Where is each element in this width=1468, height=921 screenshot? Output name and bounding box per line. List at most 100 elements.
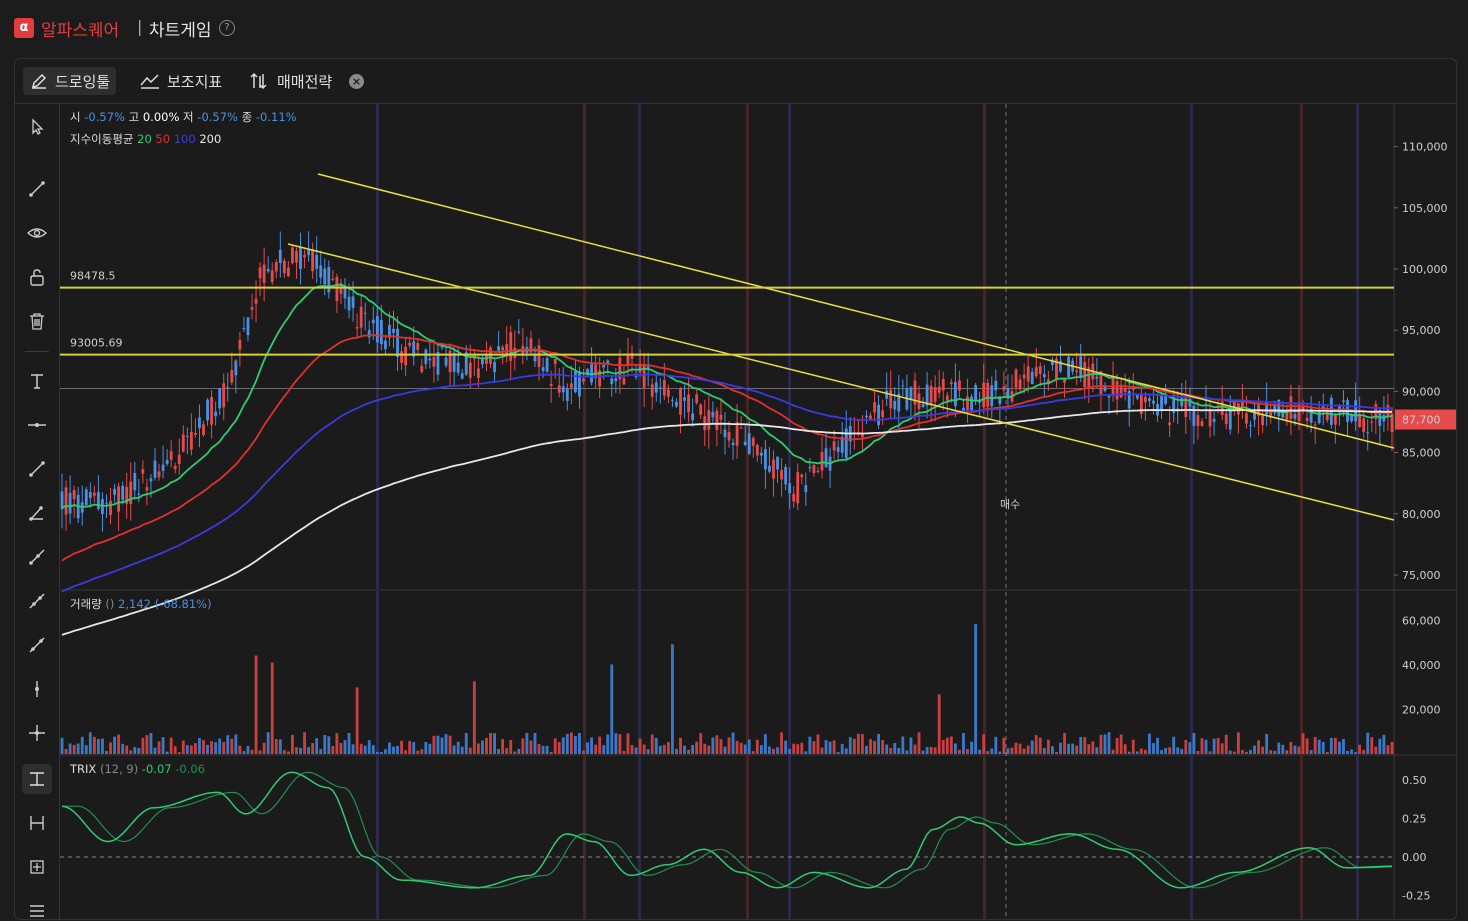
candle-body <box>792 493 796 502</box>
volume-tick-label: 40,000 <box>1402 659 1441 672</box>
candle-body <box>1099 371 1103 395</box>
horizontal-line-button[interactable] <box>22 410 52 440</box>
candle-body <box>1083 362 1087 387</box>
volume-bar <box>262 742 266 754</box>
volume-bar <box>384 749 387 754</box>
candle-body <box>1273 405 1277 414</box>
volume-bar <box>913 744 917 754</box>
volume-bar <box>909 737 913 754</box>
volume-bar <box>1143 749 1147 754</box>
volume-bar <box>72 744 76 754</box>
candle-body <box>254 298 258 304</box>
parallel-line-button[interactable] <box>22 630 52 660</box>
volume-bar <box>832 740 836 754</box>
candle-body <box>481 359 484 365</box>
volume-bar <box>88 732 92 754</box>
volume-bar <box>1354 752 1358 754</box>
drawing-tool-button[interactable]: 드로잉툴 <box>23 67 117 95</box>
volume-bar <box>1168 747 1172 754</box>
candle-body <box>428 358 432 361</box>
volume-bar <box>1123 744 1127 754</box>
volume-bar <box>420 749 424 754</box>
close-strategy-icon[interactable]: × <box>349 74 364 89</box>
brand-name[interactable]: 알파스퀘어 <box>41 21 120 41</box>
volume-bar <box>1083 737 1087 754</box>
price-range-button[interactable] <box>22 764 52 794</box>
candle-body <box>1362 418 1366 432</box>
angle-tool-button[interactable] <box>22 498 52 528</box>
candle-body <box>311 249 315 272</box>
date-range-icon <box>30 816 44 830</box>
volume-bar <box>517 748 521 754</box>
volume-bar <box>121 743 125 754</box>
volume-bar <box>1026 745 1030 754</box>
candle-body <box>929 386 933 405</box>
volume-bar <box>804 751 808 754</box>
candle-body <box>1390 413 1394 432</box>
strategy-button[interactable]: 매매전략 <box>243 67 338 95</box>
strategy-label: 매매전략 <box>277 72 333 91</box>
candle-body <box>173 465 177 470</box>
page-title: 차트게임 <box>149 21 212 41</box>
candle-body <box>303 254 306 258</box>
text-tool-button[interactable] <box>22 366 52 396</box>
candle-body <box>125 486 129 504</box>
segment-tool-button[interactable] <box>22 454 52 484</box>
measure-button[interactable] <box>22 852 52 882</box>
more-tools-button[interactable] <box>22 896 52 919</box>
candle-body <box>1277 399 1281 417</box>
volume-bar <box>291 734 294 754</box>
volume-bar <box>569 732 573 754</box>
candle-body <box>671 399 674 401</box>
volume-bar <box>113 736 116 754</box>
candle-body <box>723 429 727 438</box>
volume-bar <box>759 745 763 754</box>
volume-bar <box>1034 735 1038 754</box>
volume-bar <box>1240 749 1244 754</box>
volume-bar <box>1059 742 1062 754</box>
volume-bar <box>646 749 650 754</box>
chart-area[interactable]: 98478.5 93005.69 매수 110,000 105,000 100,000 95… <box>60 104 1456 919</box>
lock-button[interactable] <box>22 262 52 292</box>
ema-100-line <box>61 373 1393 593</box>
volume-bar <box>230 738 234 754</box>
candle-body <box>420 365 424 373</box>
volume-bar <box>460 746 464 754</box>
help-icon[interactable]: ? <box>219 20 235 36</box>
delete-button[interactable] <box>22 306 52 336</box>
volume-bar <box>323 735 327 754</box>
volume-bar <box>319 749 323 754</box>
crosshair-button[interactable] <box>22 718 52 748</box>
cursor-tool-button[interactable] <box>22 112 52 142</box>
price-tick-label: 80,000 <box>1402 508 1441 521</box>
candle-body <box>650 384 654 397</box>
vertical-line-button[interactable] <box>22 674 52 704</box>
candle-body <box>788 483 792 494</box>
volume-bar <box>937 694 941 754</box>
visibility-button[interactable] <box>22 218 52 248</box>
volume-bar <box>1115 738 1119 754</box>
volume-bar <box>549 751 553 754</box>
line-tool-button[interactable] <box>22 174 52 204</box>
date-range-button[interactable] <box>22 808 52 838</box>
volume-bar <box>105 750 108 754</box>
volume-bar <box>1366 732 1370 754</box>
volume-bar <box>877 733 881 754</box>
volume-bar <box>800 742 804 754</box>
candle-body <box>529 338 533 353</box>
volume-bar <box>711 737 715 754</box>
volume-bar <box>565 733 569 754</box>
volume-bar <box>1261 746 1265 754</box>
extended-line-button[interactable] <box>22 586 52 616</box>
candle-body <box>444 357 448 366</box>
candle-body <box>602 364 606 368</box>
candle-body <box>727 432 731 441</box>
candle-body <box>234 360 238 376</box>
volume-bar <box>679 737 682 754</box>
volume-bar <box>1184 739 1188 754</box>
volume-bar <box>958 749 961 754</box>
candle-body <box>286 267 290 277</box>
indicators-button[interactable]: 보조지표 <box>133 67 228 95</box>
ray-tool-button[interactable] <box>22 542 52 572</box>
volume-bar <box>828 741 832 754</box>
